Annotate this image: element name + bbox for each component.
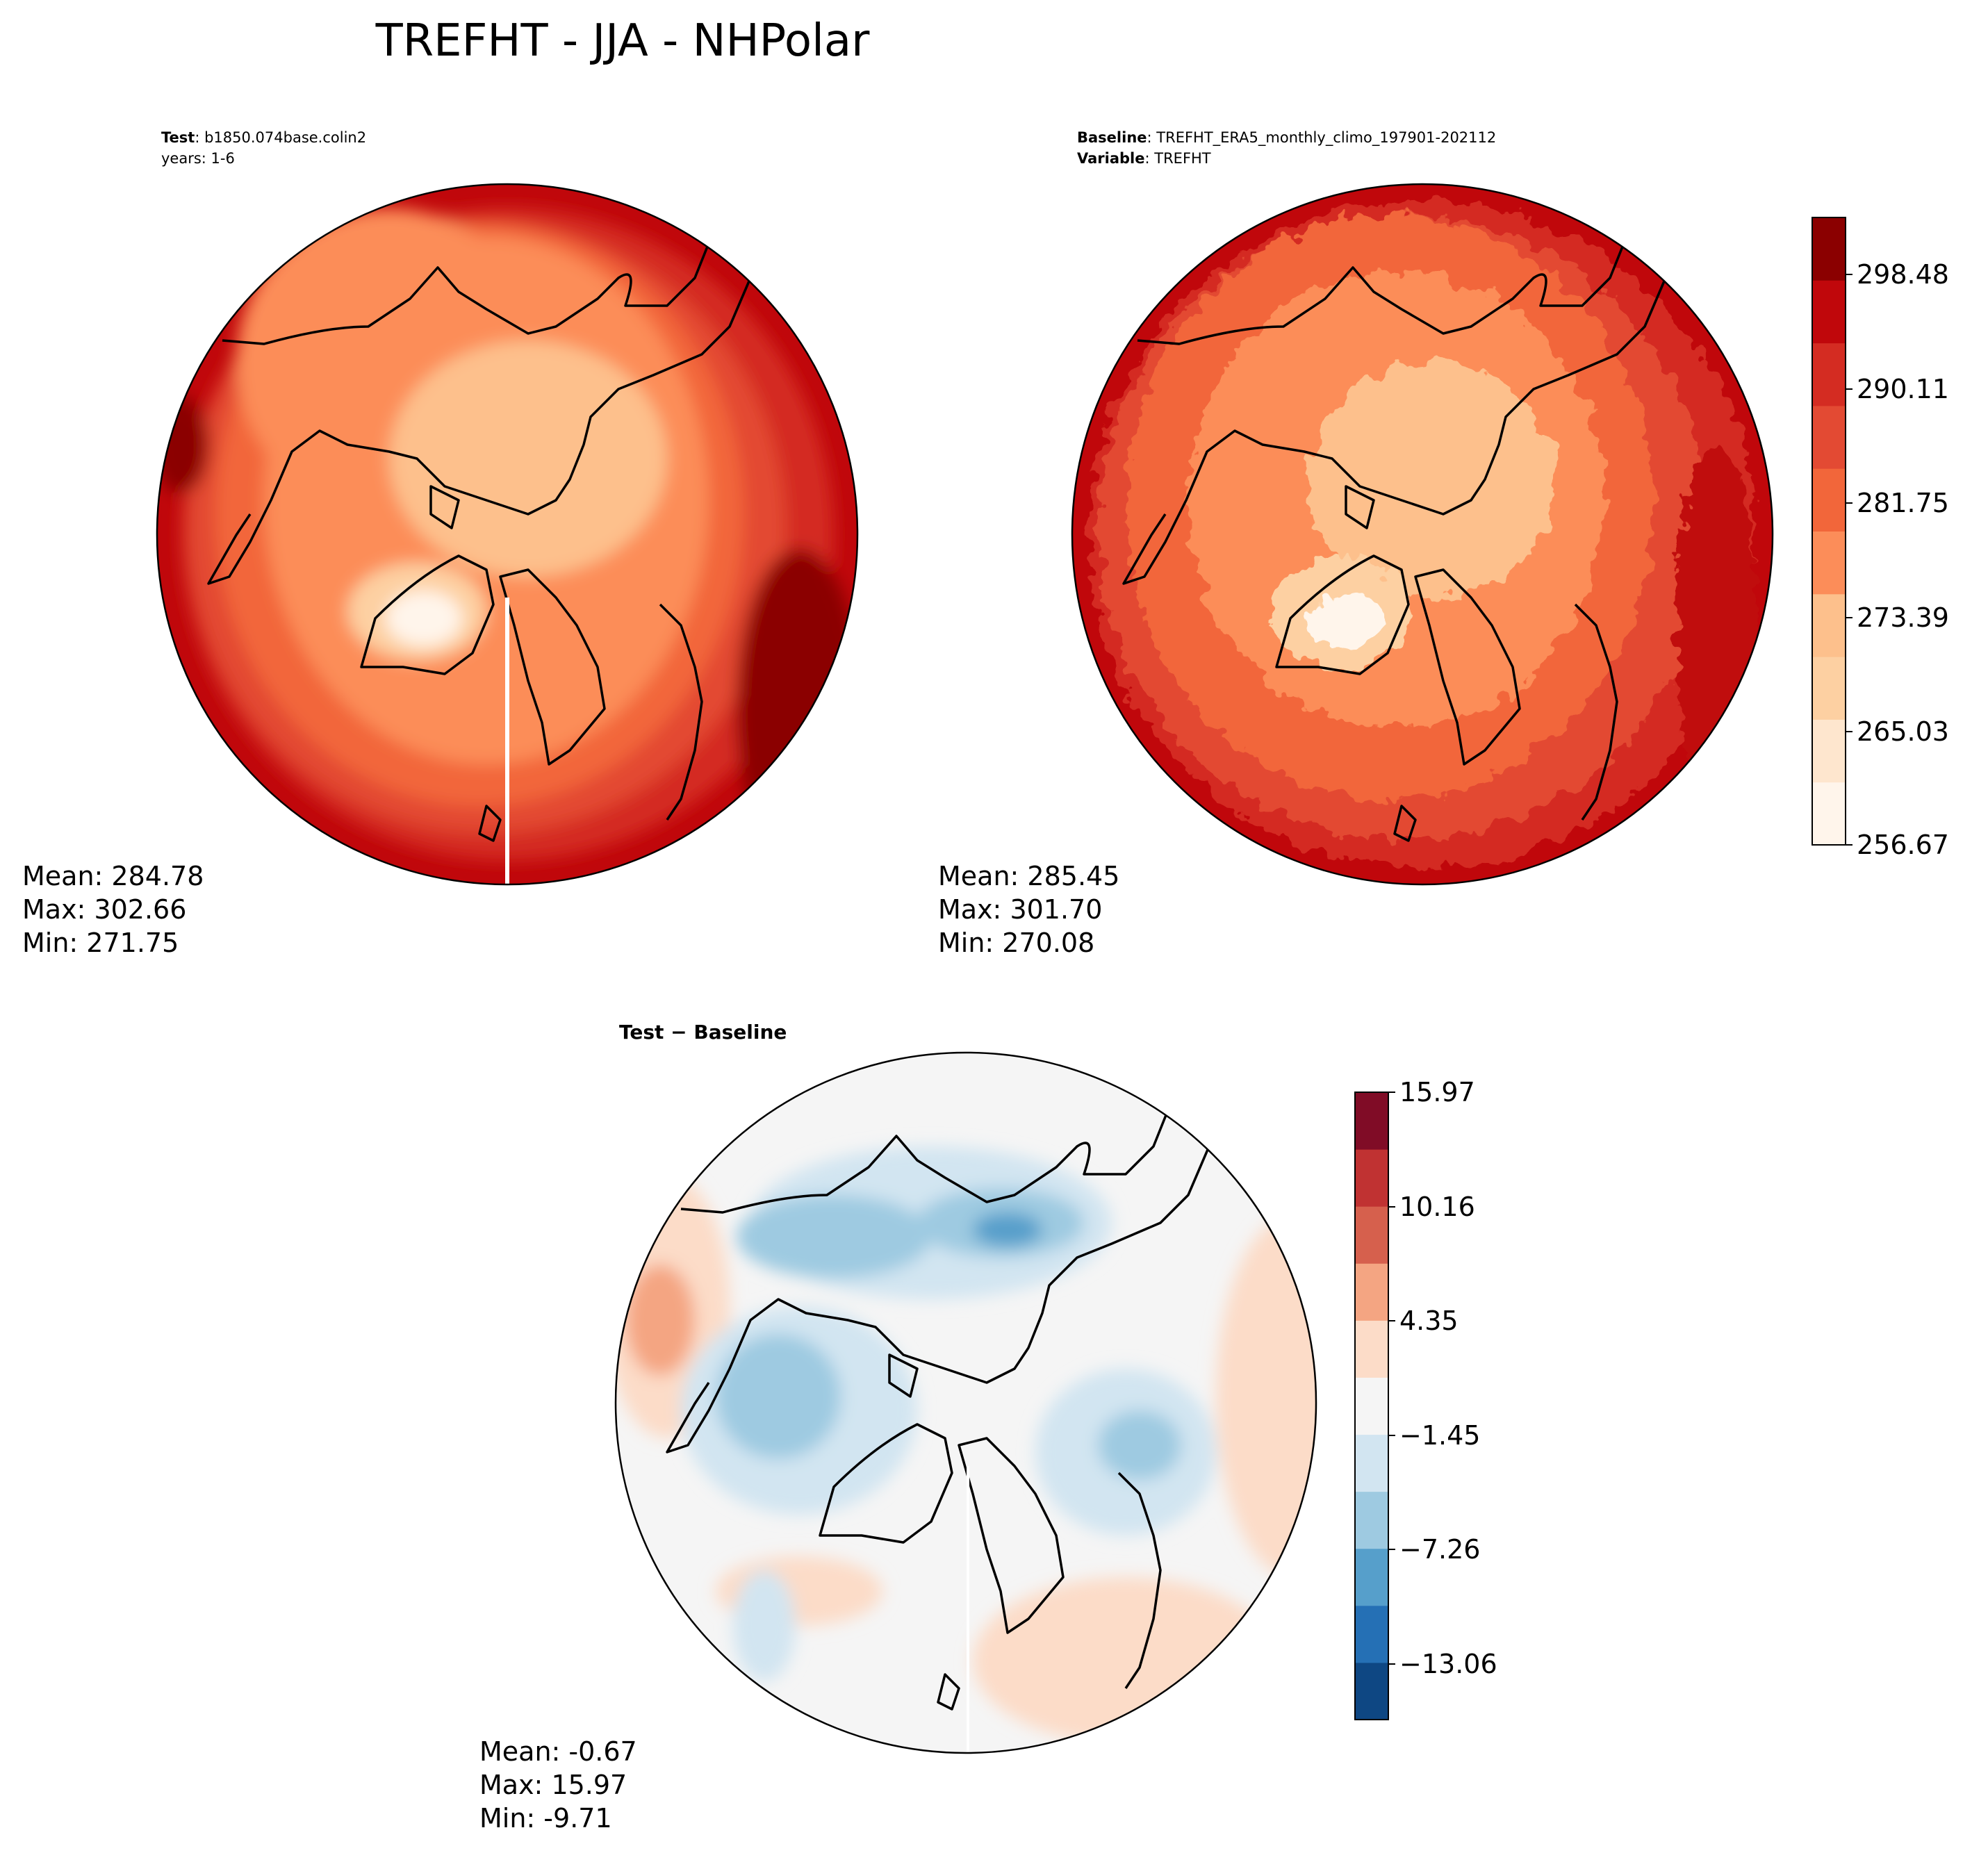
colorbar-difference-band (1355, 1377, 1388, 1435)
diff-stat-max: Max: 15.97 (479, 1770, 627, 1800)
colorbar-absolute-band (1812, 280, 1846, 344)
test-header-line-1: Test: b1850.074base.colin2 (161, 129, 366, 146)
colorbar-absolute-band (1812, 217, 1846, 281)
colorbar-difference-tick-label: 15.97 (1399, 1077, 1475, 1107)
colorbar-difference-tick-label: −13.06 (1399, 1649, 1497, 1679)
test-map (157, 184, 857, 884)
colorbar-absolute-band (1812, 343, 1846, 406)
colorbar-difference-band (1355, 1662, 1388, 1720)
colorbar-difference-band (1355, 1491, 1388, 1549)
baseline-map-border (1071, 183, 1774, 886)
test-header-value: b1850.074base.colin2 (204, 129, 366, 146)
colorbar-absolute-tick-label: 256.67 (1857, 830, 1949, 860)
colorbar-difference-tick-label: 10.16 (1399, 1192, 1475, 1222)
baseline-header-value: TREFHT_ERA5_monthly_climo_197901-202112 (1156, 129, 1496, 147)
test-header-label: Test (161, 129, 195, 146)
baseline-stat-max: Max: 301.70 (938, 894, 1102, 925)
colorbar-difference-band (1355, 1320, 1388, 1378)
panel-diff: Test − Baseline (479, 1021, 1317, 1834)
colorbar-absolute-band (1812, 468, 1846, 532)
baseline-stat-min: Min: 270.08 (938, 928, 1094, 958)
colorbar-absolute-band (1812, 719, 1846, 783)
colorbar-difference-tick-label: −1.45 (1399, 1420, 1480, 1451)
colorbar-absolute-band (1812, 531, 1846, 595)
colorbar-absolute: 298.48 290.11 281.75 273.39 265.03 256.67 (1812, 217, 1949, 860)
colorbar-absolute-tick-label: 281.75 (1857, 488, 1949, 518)
baseline-stat-mean: Mean: 285.45 (938, 861, 1119, 891)
test-header-line-2: years: 1-6 (161, 150, 235, 167)
colorbar-difference-band (1355, 1434, 1388, 1492)
colorbar-difference-tick-label: −7.26 (1399, 1534, 1480, 1565)
colorbar-difference-tick-label: 4.35 (1399, 1306, 1459, 1336)
colorbar-absolute-tick-label: 273.39 (1857, 602, 1949, 633)
figure-title: TREFHT - JJA - NHPolar (375, 15, 870, 67)
colorbar-absolute-tick-label: 265.03 (1857, 716, 1949, 747)
baseline-variable-sep: : (1144, 150, 1154, 167)
baseline-header-label: Baseline (1077, 129, 1147, 146)
colorbar-absolute-band (1812, 657, 1846, 720)
baseline-map (1072, 184, 1773, 884)
baseline-header-line-2: Variable: TREFHT (1077, 150, 1211, 167)
test-stat-min: Min: 271.75 (22, 928, 179, 958)
baseline-header-sep: : (1147, 129, 1157, 146)
colorbar-difference-band (1355, 1605, 1388, 1663)
test-map-border (156, 183, 859, 886)
diff-stat-min: Min: -9.71 (479, 1803, 612, 1834)
panel-test: Test: b1850.074base.colin2 years: 1-6 (22, 129, 859, 958)
colorbar-absolute-band (1812, 782, 1846, 846)
diff-header: Test − Baseline (619, 1021, 787, 1044)
test-stat-mean: Mean: 284.78 (22, 861, 204, 891)
colorbar-difference-band (1355, 1092, 1388, 1150)
colorbar-absolute-tick-label: 298.48 (1857, 259, 1949, 290)
baseline-header-line-1: Baseline: TREFHT_ERA5_monthly_climo_1979… (1077, 129, 1496, 147)
baseline-variable-value: TREFHT (1153, 150, 1211, 167)
colorbar-absolute-band (1812, 593, 1846, 657)
colorbar-difference-band (1355, 1206, 1388, 1264)
colorbar-difference-band (1355, 1548, 1388, 1606)
test-header-sep: : (195, 129, 204, 146)
colorbar-absolute-band (1812, 405, 1846, 469)
colorbar-difference: 15.97 10.16 4.35 −1.45 −7.26 −13.06 (1354, 1077, 1497, 1720)
colorbar-absolute-tick-label: 290.11 (1857, 374, 1949, 404)
diff-map (616, 1053, 1316, 1753)
colorbar-difference-band (1355, 1149, 1388, 1207)
diff-stat-mean: Mean: -0.67 (479, 1736, 637, 1767)
baseline-variable-label: Variable (1077, 150, 1144, 167)
diff-map-border (614, 1051, 1317, 1754)
panel-baseline: Baseline: TREFHT_ERA5_monthly_climo_1979… (938, 129, 1774, 958)
test-stat-max: Max: 302.66 (22, 894, 186, 925)
colorbar-difference-band (1355, 1263, 1388, 1321)
